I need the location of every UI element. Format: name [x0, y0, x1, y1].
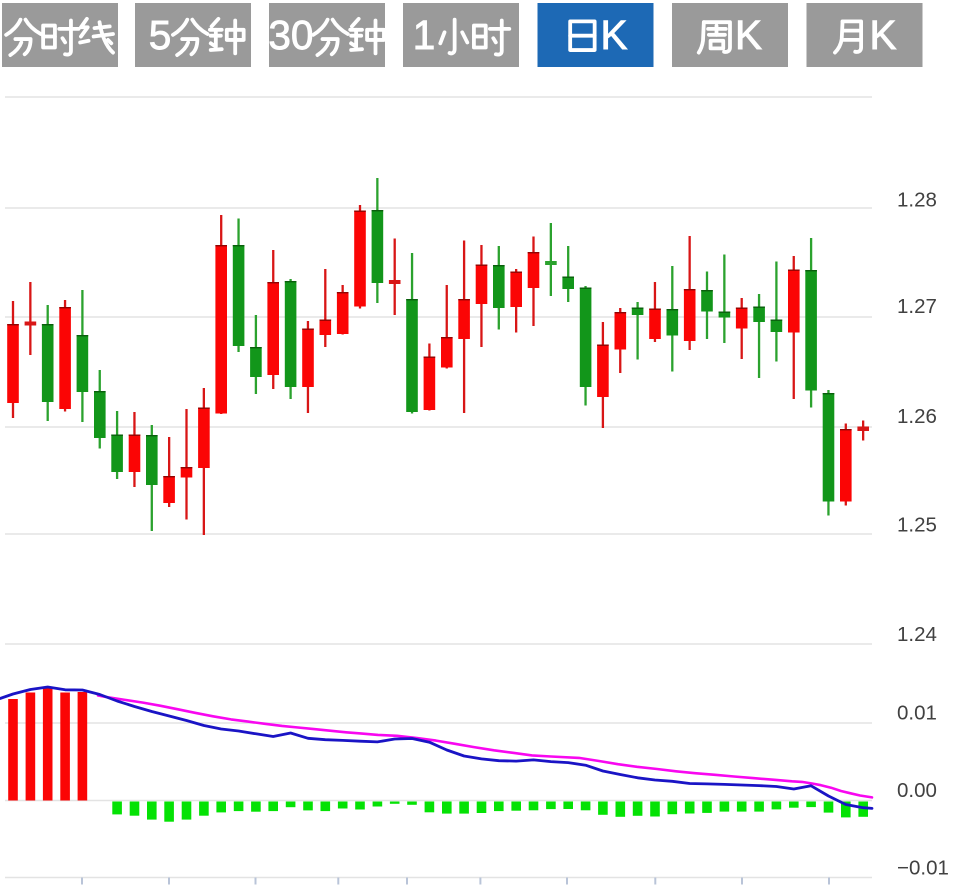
- svg-text:1.25: 1.25: [897, 514, 937, 537]
- svg-text:0.01: 0.01: [897, 702, 937, 725]
- svg-text:K: K: [735, 12, 762, 58]
- svg-text:5: 5: [149, 12, 172, 58]
- svg-text:0.00: 0.00: [897, 779, 937, 802]
- svg-text:K: K: [870, 12, 897, 58]
- svg-text:1.28: 1.28: [897, 189, 937, 212]
- svg-text:1: 1: [413, 12, 436, 58]
- svg-text:30: 30: [268, 12, 313, 58]
- svg-text:1.26: 1.26: [897, 405, 937, 428]
- svg-text:−0.01: −0.01: [897, 856, 949, 879]
- svg-text:1.24: 1.24: [897, 623, 937, 646]
- svg-text:K: K: [601, 12, 628, 58]
- svg-text:1.27: 1.27: [897, 295, 937, 318]
